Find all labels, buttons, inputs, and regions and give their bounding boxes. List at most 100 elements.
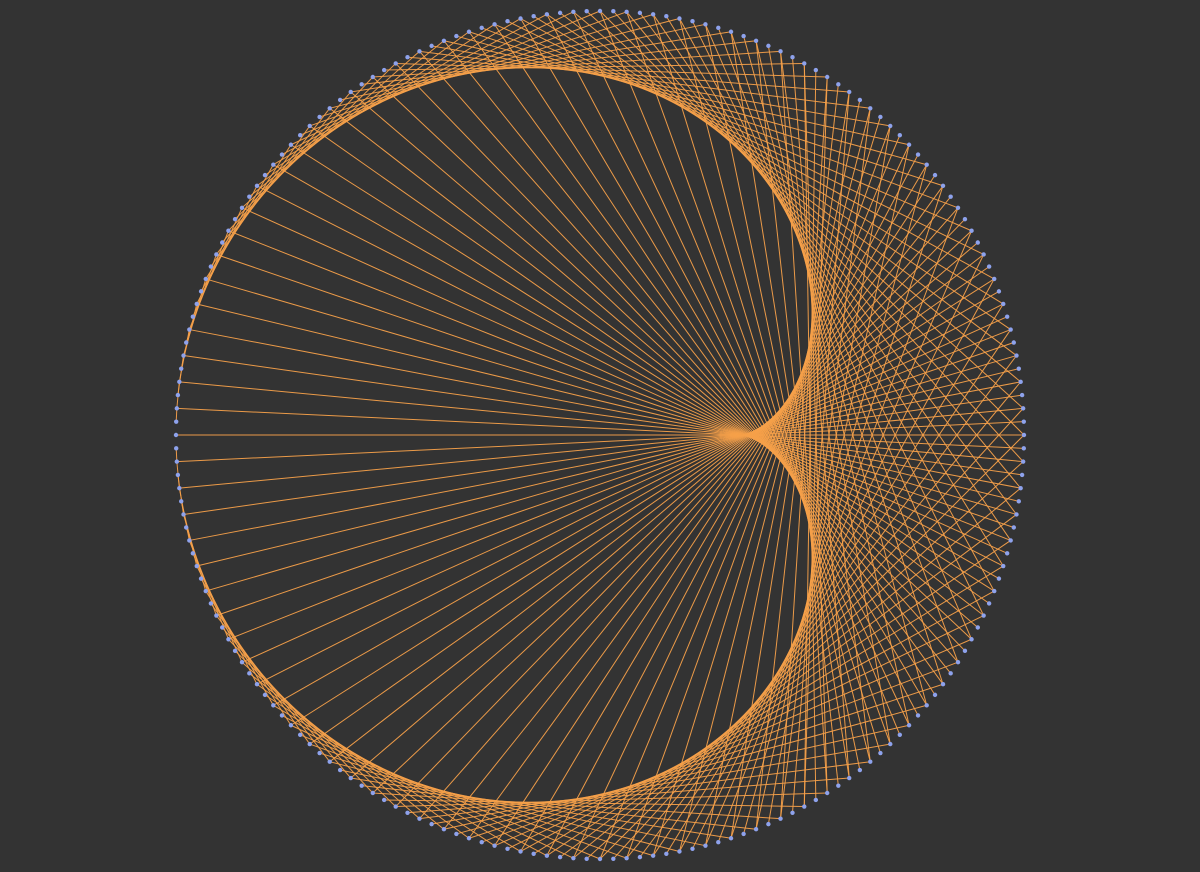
chord-line [665,15,1004,567]
circle-point [247,671,252,676]
circle-point [677,849,682,854]
circle-point [948,194,953,199]
circle-point [1014,353,1019,358]
circle-point [381,67,387,73]
chord-line [791,57,850,779]
circle-point [174,459,180,464]
circle-point [279,713,285,718]
circle-point [226,228,231,233]
chord-line [273,290,1000,706]
chord-line [372,76,972,640]
chord-line [481,27,959,209]
circle-point [184,340,189,345]
chord-line [652,14,881,754]
circle-point [813,67,819,73]
circle-point [531,851,536,856]
chord-line [290,278,995,726]
chord-line [468,31,944,685]
chord-line [443,40,910,146]
circle-point [317,114,322,120]
circle-point [1020,459,1026,464]
circle-point [359,783,364,788]
chord-line [639,355,1017,858]
circle-point [348,89,353,95]
circle-point [198,576,204,581]
circle-point [175,392,181,398]
chord-line [678,108,871,852]
chord-line [639,12,1017,515]
chord-line [717,27,959,663]
circle-point [429,43,434,49]
circle-point [317,750,322,756]
chord-line [572,11,910,726]
circle-point [836,783,841,788]
circle-point [327,106,332,111]
circle-point [597,8,603,14]
chord-line [612,408,1024,860]
circle-point [531,14,536,19]
chord-line [481,661,959,843]
circle-point [878,750,883,756]
circle-point [194,563,199,569]
circle-point [262,692,268,698]
circle-point [359,82,364,87]
chord-line [419,207,959,819]
circle-point [940,183,946,188]
circle-point [597,856,603,862]
chord-line [372,230,972,794]
chord-line [743,164,928,835]
chord-line [340,23,706,101]
circle-point [505,19,510,24]
chord-line [443,40,952,674]
circle-point [728,836,734,841]
circle-point [996,576,1002,581]
chord-line [407,56,850,93]
circle-point [996,289,1002,294]
chord-line [431,45,891,127]
circle-point [1008,327,1013,332]
chord-line [175,448,178,462]
circle-point [915,713,921,718]
circle-point [624,9,629,15]
chord-line [384,62,805,71]
circle-point [955,659,961,665]
chord-line [546,13,1011,330]
circle-point [924,162,929,167]
circle-point [441,38,447,43]
circle-point [279,152,285,157]
circle-point [703,22,708,27]
chord-line [780,51,828,794]
chord-line [546,540,1011,857]
chord-line [599,134,901,860]
circle-point [175,472,181,478]
chord-line [256,185,1004,567]
chord-line [241,661,420,820]
chord-line [228,230,1011,541]
circle-point [226,637,231,642]
circle-point [187,327,192,332]
chord-line [494,24,936,696]
chord-line [256,31,470,187]
chord-line [546,14,919,716]
circle-point [955,205,961,211]
chord-line [573,11,1021,383]
chord-line [704,24,861,771]
circle-point [1020,406,1026,411]
circle-point [975,625,980,630]
chord-line [431,743,891,825]
chord-line [309,11,627,127]
chord-line [350,91,979,628]
circle-point [544,853,550,858]
circle-point [417,49,422,54]
circle-point [637,10,643,16]
circle-point [897,732,903,738]
chord-line [329,254,984,763]
circle-point [824,74,830,80]
circle-point [611,9,616,14]
chord-line [803,63,828,794]
circle-point [1016,366,1021,371]
chord-line [196,368,1019,567]
circle-point [857,767,863,773]
circle-point [208,264,214,269]
circle-point [239,205,245,211]
